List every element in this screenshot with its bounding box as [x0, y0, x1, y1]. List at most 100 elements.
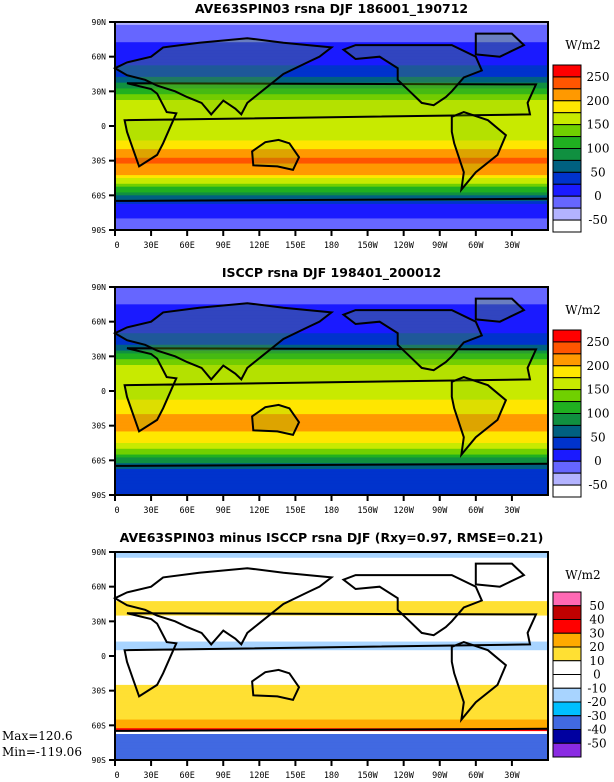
contour-band	[115, 71, 548, 75]
colorbar-swatch	[552, 401, 582, 415]
x-tick-label: 150W	[357, 506, 378, 516]
colorbar-swatch	[552, 112, 582, 126]
contour-band	[115, 163, 548, 168]
contour-band	[115, 353, 548, 357]
colorbar-label: -50	[587, 736, 606, 750]
y-tick-label: 60S	[92, 721, 107, 730]
y-tick-label: 90S	[92, 226, 107, 235]
x-tick-label: 60E	[179, 771, 194, 781]
contour-band	[115, 201, 548, 205]
contour-band	[115, 344, 548, 349]
colorbar-label: 150	[587, 118, 610, 132]
max-stat: Max=120.6	[2, 729, 73, 743]
contour-band	[115, 437, 548, 441]
contour-band	[115, 137, 548, 142]
coastline	[450, 376, 508, 458]
x-tick-label: 120E	[249, 241, 269, 251]
contour-band	[115, 405, 548, 409]
x-tick-label: 150E	[285, 241, 305, 251]
colorbar-label: 200	[587, 94, 610, 108]
contour-band	[115, 563, 548, 568]
colorbar-swatch	[552, 701, 582, 717]
contour-band	[115, 330, 548, 334]
contour-band	[115, 713, 548, 718]
contour-band	[115, 189, 548, 194]
contour-band	[115, 705, 548, 709]
contour-band	[115, 123, 548, 127]
colorbar-swatch	[552, 687, 582, 703]
contour-band	[115, 295, 548, 300]
contour-band	[115, 745, 548, 750]
contour-band	[115, 566, 548, 570]
colorbar-2: W/m2 250 200 150 100 50 0 -50	[552, 303, 609, 498]
colorbar-swatch	[552, 88, 582, 102]
map-panel-1: 90N 60N 30N 0 30S 60S 90S 0 30E 60E 90E 120E 150E 180…	[92, 18, 610, 251]
contour-band	[115, 143, 548, 147]
y-tick-label: 90N	[92, 18, 107, 27]
colorbar-swatch	[552, 424, 582, 438]
contour-band	[115, 146, 548, 150]
x-tick-label: 60E	[179, 506, 194, 516]
contour-band	[115, 379, 548, 383]
colorbar-swatch	[552, 605, 582, 620]
contour-band	[115, 94, 548, 98]
contour-band	[115, 580, 548, 585]
x-tick-label: 90E	[216, 241, 231, 251]
y-tick-label: 60N	[92, 583, 107, 592]
colorbar-swatch	[552, 472, 582, 486]
contour-band	[115, 385, 548, 389]
contour-band	[115, 111, 548, 116]
contour-band	[115, 699, 548, 703]
colorbar-swatch	[552, 136, 582, 149]
colorbar-label: 10	[589, 654, 604, 668]
y-tick-label: 0	[101, 122, 106, 131]
x-tick-label: 0	[114, 506, 119, 516]
colorbar-swatch	[552, 124, 582, 138]
coastline	[341, 574, 484, 637]
map-panel-3: 90N 60N 30N 0 30S 60S 90S 0 30E 60E 90E 120E 150E 180…	[92, 548, 607, 781]
contour-band	[115, 339, 548, 343]
contour-band	[115, 321, 548, 326]
contour-band	[115, 687, 548, 692]
x-tick-label: 120W	[393, 771, 414, 781]
panel-3-title: AVE63SPIN03 minus ISCCP rsna DJF (Rxy=0.…	[119, 530, 544, 545]
coastline	[450, 641, 508, 723]
colorbar-label: -40	[587, 723, 606, 737]
contour-band	[115, 53, 548, 58]
colorbar-swatch	[552, 183, 582, 197]
coastline	[474, 297, 526, 323]
contour-band	[115, 578, 548, 582]
colorbar-swatch	[552, 76, 582, 90]
contour-band	[115, 336, 548, 340]
colorbar-swatch	[552, 742, 582, 758]
colorbar-swatch	[552, 591, 582, 607]
x-tick-label: 90E	[216, 506, 231, 516]
x-tick-label: 180	[324, 241, 339, 251]
contour-band	[115, 56, 548, 61]
contour-band	[115, 428, 548, 433]
colorbar-1: W/m2 250 200 150 100 50 0 -50	[552, 38, 610, 233]
contour-band	[115, 391, 548, 395]
colorbar-label: 50	[589, 599, 604, 613]
x-tick-label: 0	[114, 241, 119, 251]
colorbar-units: W/m2	[565, 38, 600, 52]
contour-band	[115, 152, 548, 156]
contour-band	[115, 615, 548, 620]
contour-band	[115, 483, 548, 487]
contour-band	[115, 560, 548, 565]
x-tick-label: 60W	[468, 506, 484, 516]
y-tick-label: 60N	[92, 53, 107, 62]
contour-band	[115, 192, 548, 196]
x-tick-label: 60W	[468, 241, 484, 251]
contour-band	[115, 586, 548, 591]
antarctic-coastline	[114, 462, 549, 467]
contour-band	[115, 569, 548, 573]
contour-band	[115, 307, 548, 311]
contour-band	[115, 411, 548, 415]
contour-band	[115, 287, 548, 291]
contour-band	[115, 140, 548, 144]
y-tick-label: 90N	[92, 548, 107, 557]
colorbar-swatch	[552, 632, 582, 648]
